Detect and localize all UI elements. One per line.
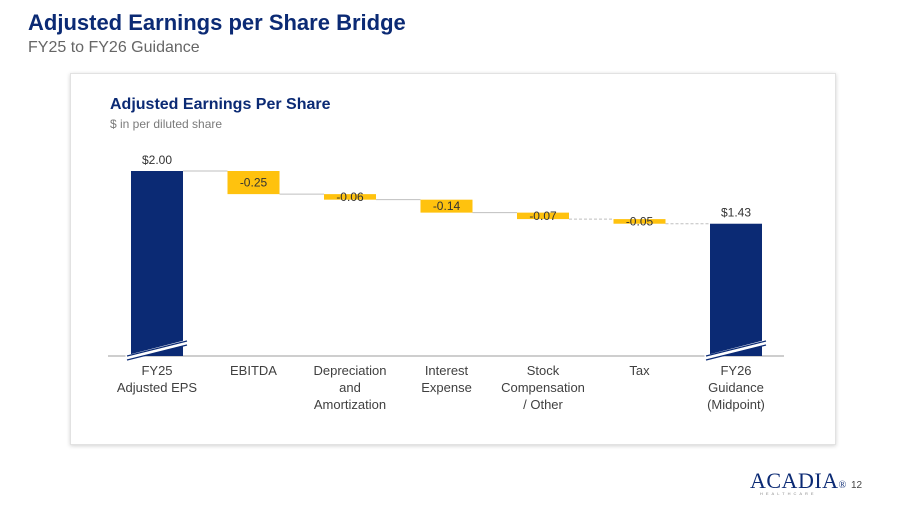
data-label-4: -0.07 [529,209,557,223]
category-label-6-0: FY26 [720,363,751,378]
logo-mark: ® [838,480,847,491]
chart-title: Adjusted Earnings Per Share [110,96,331,113]
axis-break-line-a-6 [705,340,767,357]
category-label-2-2: Amortization [314,397,386,412]
acadia-logo: ACADIA® [750,468,847,494]
data-label-3: -0.14 [433,199,461,213]
category-label-1-0: EBITDA [230,363,277,378]
bar-6 [710,223,762,356]
category-label-2-0: Depreciation [314,363,387,378]
bar-0 [131,171,183,356]
page-title: Adjusted Earnings per Share Bridge [28,10,406,35]
page-subtitle: FY25 to FY26 Guidance [28,39,200,56]
bar-1 [227,171,280,195]
data-label-2: -0.06 [336,190,364,204]
category-label-5-0: Tax [629,363,650,378]
category-label-3-0: Interest [425,363,469,378]
logo-text: ACADIA [750,468,839,493]
chart-card [70,73,836,445]
category-label-2-1: and [339,380,361,395]
chart-subtitle: $ in per diluted share [110,117,223,131]
category-label-4-2: / Other [523,397,563,412]
bar-5 [613,219,666,224]
category-label-4-1: Compensation [501,380,585,395]
bar-2 [324,194,376,200]
data-label-0: $2.00 [142,153,172,167]
axis-break-line-b-6 [705,344,767,361]
data-label-1: -0.25 [240,176,268,190]
page-number: 12 [851,480,863,491]
data-label-6: $1.43 [721,206,751,220]
category-label-0-0: FY25 [141,363,172,378]
axis-break-line-b-0 [126,344,188,361]
data-label-5: -0.05 [626,214,654,228]
axis-break-line-a-0 [126,340,188,357]
axis-break-gap-0 [125,339,189,361]
logo-subtext: HEALTHCARE [760,491,817,496]
category-label-3-1: Expense [421,380,472,395]
bar-4 [517,212,569,220]
category-label-0-1: Adjusted EPS [117,380,198,395]
bar-3 [420,199,473,213]
axis-break-gap-6 [704,339,768,361]
category-label-6-1: Guidance [708,380,764,395]
category-label-4-0: Stock [527,363,560,378]
category-label-6-2: (Midpoint) [707,397,765,412]
